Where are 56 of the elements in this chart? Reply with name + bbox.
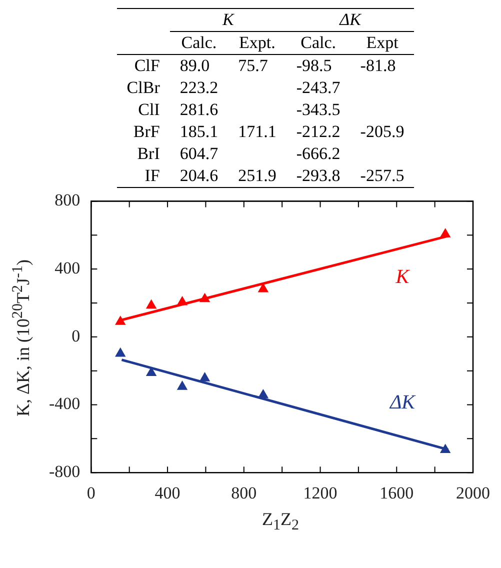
data-label: 89.0 — [178, 55, 211, 77]
x-tick-label: 800 — [231, 483, 257, 502]
point — [146, 367, 156, 376]
y-tick-label: 400 — [54, 258, 80, 278]
point — [440, 228, 450, 238]
annotation: ΔK — [388, 391, 417, 414]
data-label: 204.6 — [178, 165, 220, 187]
data-label: -98.5 — [295, 55, 333, 77]
text: Calc. — [180, 32, 218, 54]
data-label: -343.5 — [295, 99, 342, 121]
point — [115, 316, 126, 325]
point — [440, 444, 450, 454]
x-tick-label: 0 — [86, 483, 96, 502]
point — [177, 381, 188, 390]
category-label: BrI — [136, 143, 161, 165]
data-label: 171.1 — [237, 121, 278, 143]
text: Expt. — [238, 32, 276, 54]
y-tick-label: -400 — [48, 394, 80, 414]
text: Calc. — [300, 32, 338, 54]
annotation: K — [394, 266, 411, 288]
category-label: ClF — [133, 55, 161, 77]
x-tick-label: 1600 — [380, 483, 414, 502]
text: ΔK — [286, 8, 414, 32]
point — [258, 390, 268, 398]
x-axis-title: Z$_{1}$Z$_{2}$ — [261, 509, 300, 535]
data-label: 251.9 — [237, 165, 278, 187]
category-label: BrF — [132, 121, 161, 143]
data-label: 223.2 — [178, 77, 220, 99]
point — [177, 296, 188, 306]
data-label: -666.2 — [295, 143, 342, 165]
data-label: -212.2 — [295, 121, 342, 143]
point — [115, 348, 126, 357]
y-tick-label: 0 — [72, 326, 80, 346]
point — [200, 293, 210, 302]
data-label: 185.1 — [178, 121, 220, 143]
y-tick-label: -800 — [48, 462, 80, 482]
data-label: -243.7 — [295, 77, 342, 99]
data-label: -257.5 — [359, 165, 406, 187]
data-label: -81.8 — [359, 55, 397, 77]
category-label: ClI — [137, 99, 161, 121]
y-tick-label: 800 — [54, 190, 80, 210]
data-label: -205.9 — [359, 121, 406, 143]
data-label: 281.6 — [178, 99, 220, 121]
data-label: 75.7 — [237, 55, 269, 77]
text: K — [170, 8, 286, 32]
point — [146, 300, 156, 309]
point — [200, 372, 210, 382]
x-tick-label: 400 — [154, 483, 180, 502]
category-label: ClBr — [126, 77, 161, 99]
data-label: -293.8 — [295, 165, 342, 187]
text: Expt — [365, 32, 400, 54]
point — [258, 284, 268, 292]
x-tick-label: 1200 — [303, 483, 338, 502]
x-tick-label: 2000 — [456, 483, 490, 502]
data-label: 604.7 — [178, 143, 220, 165]
category-label: IF — [144, 165, 161, 187]
